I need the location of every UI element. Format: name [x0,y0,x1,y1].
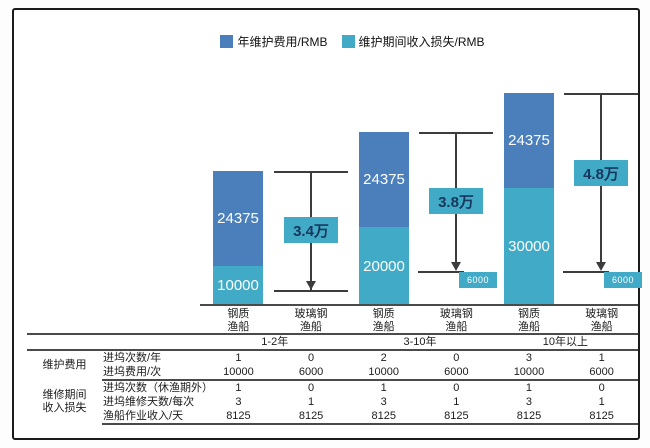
cell: 10000 [492,365,566,381]
income-loss-segment: 20000 [359,227,409,305]
legend-label-maintenance: 年维护费用/RMB [237,35,328,49]
cell: 1 [598,351,605,364]
period-3-10y: 3-10年 [347,333,493,351]
diff-value: 3.8万 [438,193,474,211]
cell: 8125 [565,409,638,425]
income-loss-swatch-icon [341,35,355,48]
cell: 10000 [347,365,421,381]
bar-value: 6000 [611,275,635,285]
x-axis-category-labels: 钢质 渔船 玻璃钢 渔船 钢质 渔船 玻璃钢 渔船 钢质 渔船 玻璃钢 渔船 [202,308,638,333]
table-row: 进坞维修天数/每次 3 1 3 1 3 1 [27,395,638,409]
row-label: 进坞次数（休渔期外） [103,381,214,394]
legend-item-income-loss: 维护期间收入损失/RMB [341,33,485,50]
diff-arrow-bottom-line [563,271,609,273]
cell: 0 [308,351,315,364]
cell: 3 [525,351,533,364]
cell: 0 [453,381,460,394]
cell: 6000 [274,365,348,381]
category-label-steel: 钢质 渔船 [372,308,395,333]
diff-label-1-2y: 3.4万 [284,217,338,243]
x-axis-line [200,304,638,306]
cell: 3 [525,395,533,408]
income-loss-segment: 30000 [504,188,554,305]
diff-value: 4.8万 [583,165,619,183]
row-group-income-loss: 维修期间 收入损失 [42,389,87,414]
cell: 3 [380,395,387,408]
steel-bar-over-10y: 24375 30000 [504,93,554,305]
data-table: 1-2年 3-10年 10年以上 维护费用 进坞次数/年 1 0 2 0 3 1… [27,333,638,425]
steel-bar-1-2y: 24375 10000 [213,171,263,305]
diff-label-3-10y: 3.8万 [429,188,483,214]
cell: 1 [598,395,605,408]
row-label: 渔船作业收入/天 [102,409,203,425]
fiberglass-bar-3-10y: 6000 [459,272,497,288]
arrow-down-icon [306,281,316,290]
maintenance-swatch-icon [220,35,234,48]
cell: 1 [525,381,533,394]
maintenance-segment: 24375 [213,171,263,266]
diff-label-over-10y: 4.8万 [574,160,628,186]
cell: 8125 [202,409,275,425]
legend-label-income-loss: 维护期间收入损失/RMB [358,35,485,49]
maintenance-segment: 24375 [504,93,554,188]
table-row: 进坞费用/次 10000 6000 10000 6000 10000 6000 [27,365,638,381]
bar-value: 30000 [508,238,550,255]
cell: 1 [453,395,460,408]
row-label: 进坞费用/次 [102,365,203,381]
cell: 8125 [420,409,493,425]
cell: 8125 [274,409,348,425]
row-group-maintenance-cost: 维护费用 [42,359,87,371]
bar-value: 6000 [466,275,490,285]
cell: 1 [308,395,315,408]
bar-value: 24375 [217,210,259,227]
bar-value: 24375 [508,132,550,149]
category-label-fiberglass: 玻璃钢 渔船 [585,308,619,333]
fiberglass-bar-over-10y: 6000 [604,272,642,288]
cell: 8125 [492,409,566,425]
diff-value: 3.4万 [293,222,329,240]
cell: 10000 [202,365,275,381]
category-label-fiberglass: 玻璃钢 渔船 [439,308,473,333]
diff-arrow-bottom-line [274,290,348,292]
chart-legend: 年维护费用/RMB 维护期间收入损失/RMB [0,33,650,50]
arrow-down-icon [596,262,606,271]
table-row: 渔船作业收入/天 8125 8125 8125 8125 8125 8125 [27,409,638,425]
diff-arrow-bottom-line [418,271,464,273]
cell: 1 [235,351,242,364]
table-row: 维护费用 进坞次数/年 1 0 2 0 3 1 [27,350,638,372]
cell: 1 [235,381,242,394]
cell: 0 [453,351,460,364]
cell: 3 [235,395,242,408]
table-row: 维修期间 收入损失 进坞次数（休渔期外） 1 0 1 0 1 0 [27,380,638,415]
arrow-down-icon [451,262,461,271]
cell: 1 [380,381,387,394]
cell: 0 [308,381,315,394]
steel-bar-3-10y: 24375 20000 [359,132,409,305]
period-1-2y: 1-2年 [202,333,348,351]
category-label-fiberglass: 玻璃钢 渔船 [294,308,328,333]
cell: 6000 [420,365,493,381]
category-label-steel: 钢质 渔船 [518,308,541,333]
row-label: 进坞维修天数/每次 [103,395,195,408]
bar-value: 10000 [217,277,259,294]
category-label-steel: 钢质 渔船 [227,308,250,333]
cell: 8125 [347,409,421,425]
bar-value: 20000 [363,257,405,275]
bar-value: 24375 [363,171,405,188]
cell: 2 [380,351,387,364]
stacked-bar-chart: 24375 10000 3.4万 24375 20000 6000 3.8万 2… [202,60,642,305]
income-loss-segment: 10000 [213,266,263,305]
cell: 0 [598,381,605,394]
period-row: 1-2年 3-10年 10年以上 [27,333,638,351]
legend-item-maintenance: 年维护费用/RMB [220,33,328,50]
period-over-10y: 10年以上 [492,333,638,351]
maintenance-segment: 24375 [359,132,409,227]
cell: 6000 [565,365,638,381]
row-label: 进坞次数/年 [103,351,162,364]
